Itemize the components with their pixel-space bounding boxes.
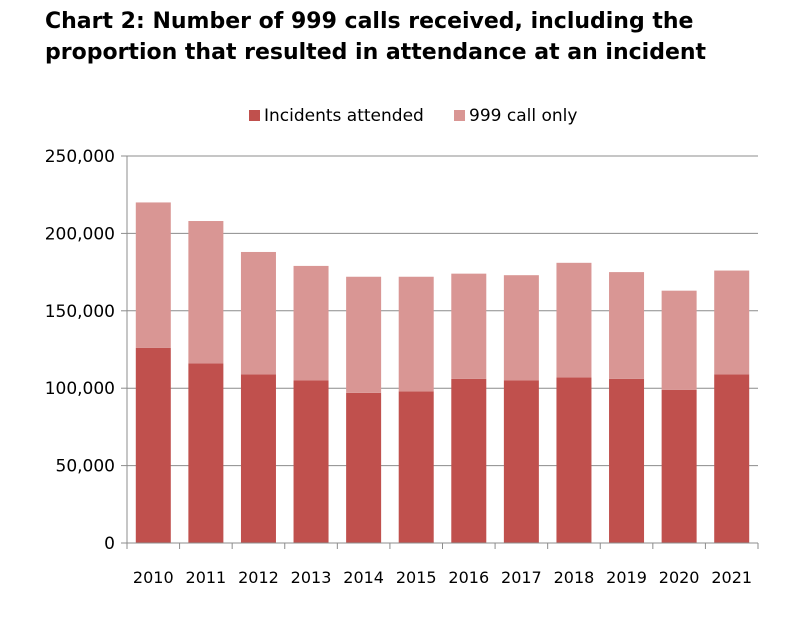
axes bbox=[121, 155, 759, 549]
chart-title: Chart 2: Number of 999 calls received, i… bbox=[45, 6, 775, 68]
bar-999-call-only bbox=[293, 265, 329, 381]
bar-incidents-attended bbox=[135, 347, 171, 543]
y-tick-label: 0 bbox=[104, 534, 115, 554]
x-tick-label: 2016 bbox=[448, 568, 489, 587]
bar-999-call-only bbox=[346, 276, 382, 393]
bar-999-call-only bbox=[451, 273, 487, 379]
x-tick-label: 2010 bbox=[133, 568, 174, 587]
bars bbox=[135, 202, 750, 543]
chart-legend: Incidents attended 999 call only bbox=[249, 106, 577, 126]
bar-999-call-only bbox=[240, 251, 276, 375]
bar-incidents-attended bbox=[661, 389, 697, 543]
x-tick-label: 2015 bbox=[396, 568, 437, 587]
bar-999-call-only bbox=[661, 290, 697, 390]
x-tick-label: 2012 bbox=[238, 568, 279, 587]
x-tick-label: 2018 bbox=[554, 568, 595, 587]
y-tick-label: 50,000 bbox=[56, 457, 115, 477]
bar-incidents-attended bbox=[240, 374, 276, 543]
bar-incidents-attended bbox=[346, 392, 382, 543]
y-tick-labels: 0 50,000 100,000 150,000 200,000 250,000 bbox=[45, 147, 115, 554]
bar-incidents-attended bbox=[503, 380, 539, 543]
chart-title-line-1: Chart 2: Number of 999 calls received, i… bbox=[45, 9, 694, 34]
bar-incidents-attended bbox=[188, 363, 224, 543]
bar-999-call-only bbox=[714, 270, 750, 375]
x-tick-labels: 2010 2011 2012 2013 2014 2015 2016 2017 2018 2019… bbox=[133, 568, 752, 587]
chart-title-line-2: proportion that resulted in attendance a… bbox=[45, 40, 707, 65]
x-tick-label: 2017 bbox=[501, 568, 542, 587]
x-tick-label: 2011 bbox=[186, 568, 227, 587]
x-tick-label: 2020 bbox=[659, 568, 700, 587]
legend-label-incidents-attended: Incidents attended bbox=[264, 106, 424, 126]
x-tick-label: 2021 bbox=[711, 568, 752, 587]
bar-999-call-only bbox=[188, 221, 224, 364]
legend-swatch-999-call-only bbox=[454, 110, 465, 121]
y-tick-label: 200,000 bbox=[45, 224, 115, 244]
bar-999-call-only bbox=[503, 275, 539, 381]
bar-incidents-attended bbox=[451, 378, 487, 543]
y-tick-label: 150,000 bbox=[45, 302, 115, 322]
bar-999-call-only bbox=[398, 276, 434, 392]
legend-label-999-call-only: 999 call only bbox=[469, 106, 577, 126]
gridlines bbox=[127, 155, 758, 467]
x-tick-label: 2013 bbox=[291, 568, 332, 587]
bar-incidents-attended bbox=[714, 374, 750, 543]
bar-incidents-attended bbox=[609, 378, 645, 543]
bar-999-call-only bbox=[609, 272, 645, 379]
bar-incidents-attended bbox=[556, 377, 592, 543]
x-tick-label: 2019 bbox=[606, 568, 647, 587]
x-tick-label: 2014 bbox=[343, 568, 384, 587]
bar-incidents-attended bbox=[293, 380, 329, 543]
y-tick-label: 250,000 bbox=[45, 147, 115, 167]
legend-swatch-incidents-attended bbox=[249, 110, 260, 121]
bar-incidents-attended bbox=[398, 391, 434, 543]
bar-999-call-only bbox=[556, 262, 592, 378]
bar-999-call-only bbox=[135, 202, 171, 348]
y-tick-label: 100,000 bbox=[45, 379, 115, 399]
